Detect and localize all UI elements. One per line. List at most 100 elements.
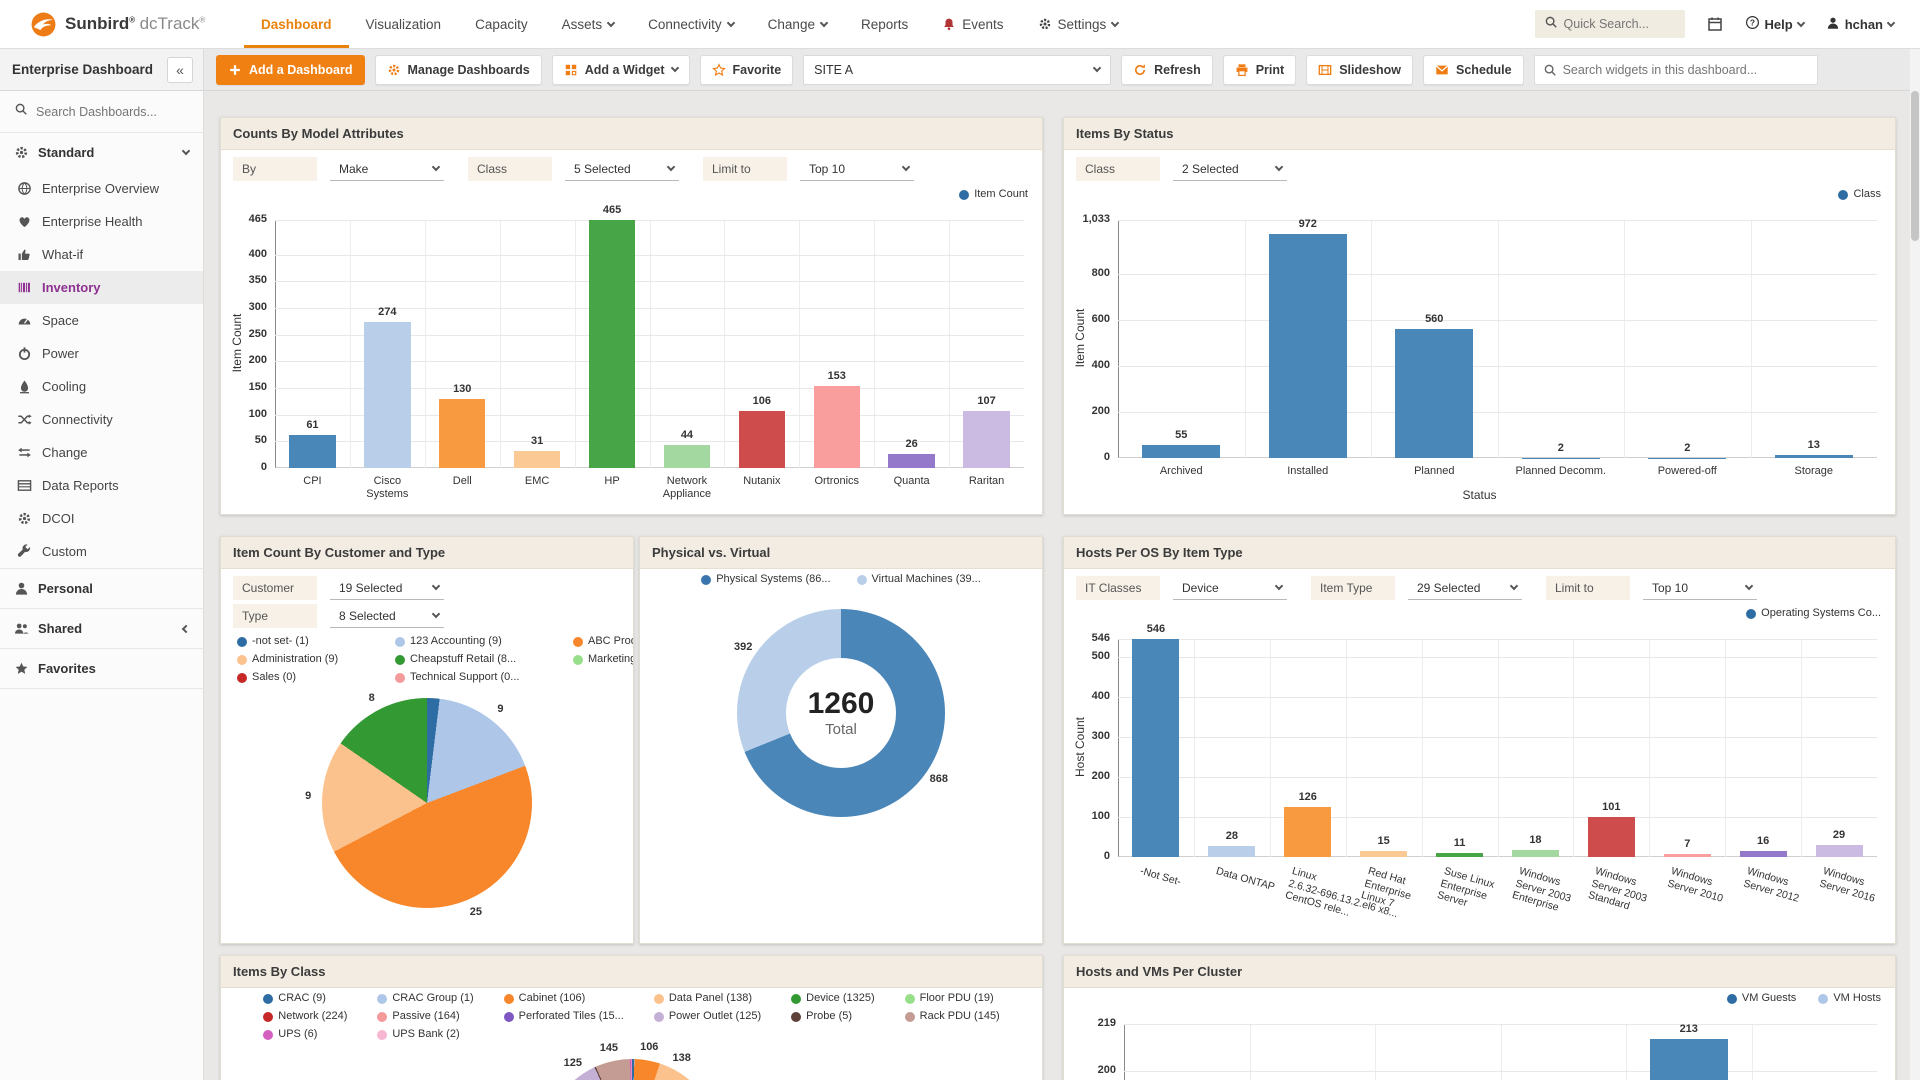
nav-item-capacity[interactable]: Capacity [458, 0, 545, 48]
toolbar-button-favorite[interactable]: Favorite [699, 54, 794, 85]
chart-bar-data-ontap[interactable] [1208, 845, 1256, 857]
sidebar-search[interactable] [0, 91, 203, 133]
sidebar-item-data-reports[interactable]: Data Reports [0, 469, 203, 502]
legend-item[interactable]: Network (224) [263, 1009, 347, 1024]
legend-item[interactable]: Rack PDU (145) [904, 1009, 1000, 1024]
legend-item[interactable]: CRAC (9) [263, 991, 347, 1006]
legend-item[interactable]: VM Hosts [1818, 991, 1881, 1006]
nav-item-change[interactable]: Change [751, 0, 844, 48]
widget-header[interactable]: Items By Class [221, 956, 1042, 988]
widget-header[interactable]: Physical vs. Virtual [640, 537, 1042, 569]
sidebar-item-enterprise-health[interactable]: Enterprise Health [0, 205, 203, 238]
widget-search-input[interactable] [1562, 62, 1803, 77]
chart-bar-installed[interactable] [1268, 234, 1347, 458]
legend-item[interactable]: ABC Production (25) [573, 634, 633, 649]
legend-item[interactable]: Operating Systems Co... [1746, 606, 1881, 621]
legend-item[interactable]: Marketing (0) [573, 652, 633, 667]
chart-bar-archived[interactable] [1142, 445, 1221, 458]
legend-item[interactable]: CRAC Group (1) [377, 991, 474, 1006]
legend-item[interactable]: UPS Bank (2) [377, 1027, 473, 1042]
chart-bar-cpi[interactable] [289, 435, 336, 468]
brand-logo[interactable]: Sunbird® dcTrack® [0, 11, 230, 38]
nav-item-settings[interactable]: Settings [1021, 0, 1136, 48]
toolbar-action-refresh[interactable]: Refresh [1121, 54, 1213, 85]
chart-bar-nutanix[interactable] [738, 411, 786, 468]
toolbar-action-slideshow[interactable]: Slideshow [1306, 54, 1414, 85]
legend-item[interactable]: Virtual Machines (39... [856, 572, 981, 587]
widget-search[interactable] [1533, 54, 1818, 85]
pie-chart[interactable] [322, 698, 532, 908]
sidebar-group-header-personal[interactable]: Personal [0, 569, 203, 608]
sidebar-item-dcoi[interactable]: DCOI [0, 502, 203, 535]
sidebar-item-connectivity[interactable]: Connectivity [0, 403, 203, 436]
legend-item[interactable]: Administration (9) [237, 652, 395, 667]
legend-item[interactable]: -not set- (1) [237, 634, 395, 649]
sidebar-item-power[interactable]: Power [0, 337, 203, 370]
chart-bar-storage[interactable] [1774, 455, 1853, 458]
chart-bar-suse-linux[interactable] [1436, 852, 1484, 857]
legend-item[interactable]: Floor PDU (19) [904, 991, 1000, 1006]
chart-bar-ortronics[interactable] [813, 386, 860, 468]
chart-bar-emc[interactable] [513, 451, 561, 468]
chart-bar-windows[interactable] [1815, 845, 1863, 857]
sidebar-group-header-favorites[interactable]: Favorites [0, 649, 203, 688]
sidebar-group-header-shared[interactable]: Shared [0, 609, 203, 648]
filter-select[interactable]: Make [330, 158, 444, 181]
nav-item-dashboard[interactable]: Dashboard [244, 0, 349, 48]
sidebar-item-space[interactable]: Space [0, 304, 203, 337]
sidebar-group-header-standard[interactable]: Standard [0, 133, 203, 172]
legend-item[interactable]: Cheapstuff Retail (8... [395, 652, 573, 667]
sidebar-collapse-button[interactable]: « [167, 56, 193, 83]
toolbar-button-manage-dashboards[interactable]: Manage Dashboards [374, 54, 542, 85]
filter-select[interactable]: Device [1173, 577, 1287, 600]
user-menu-button[interactable]: hchan [1826, 16, 1896, 33]
site-select[interactable]: SITE A [803, 54, 1112, 85]
nav-item-connectivity[interactable]: Connectivity [631, 0, 751, 48]
filter-select[interactable]: Top 10 [800, 158, 914, 181]
chart-bar-red-hat[interactable] [1360, 851, 1408, 857]
nav-item-assets[interactable]: Assets [545, 0, 632, 48]
toolbar-action-schedule[interactable]: Schedule [1423, 54, 1524, 85]
legend-item[interactable]: VM Guests [1726, 991, 1796, 1006]
filter-select[interactable]: Top 10 [1643, 577, 1757, 600]
chart-bar-windows[interactable] [1739, 850, 1787, 857]
chart-bar-windows[interactable] [1587, 816, 1635, 857]
legend-item[interactable]: Cabinet (106) [503, 991, 624, 1006]
legend-item[interactable]: Perforated Tiles (15... [503, 1009, 624, 1024]
legend-item[interactable]: 123 Accounting (9) [395, 634, 573, 649]
chart-bar-cluster[interactable] [1649, 1038, 1728, 1080]
nav-item-reports[interactable]: Reports [844, 0, 925, 48]
filter-select[interactable]: 5 Selected [565, 158, 679, 181]
legend-item[interactable]: Technical Support (0... [395, 670, 573, 685]
widget-header[interactable]: Items By Status [1064, 118, 1895, 150]
legend-item[interactable]: Device (1325) [791, 991, 875, 1006]
sidebar-item-what-if[interactable]: What-if [0, 238, 203, 271]
chart-bar-hp[interactable] [588, 220, 636, 468]
toolbar-button-add-a-dashboard[interactable]: Add a Dashboard [216, 54, 365, 85]
filter-select[interactable]: 29 Selected [1408, 577, 1522, 600]
quick-search[interactable] [1534, 10, 1685, 38]
chart-bar-dell[interactable] [439, 398, 486, 468]
chart-bar-planned[interactable] [1395, 328, 1474, 458]
chart-bar-cisco[interactable] [364, 321, 411, 468]
widget-header[interactable]: Hosts and VMs Per Cluster [1064, 956, 1895, 988]
calendar-button[interactable] [1707, 16, 1723, 32]
chart-bar-windows[interactable] [1663, 854, 1711, 857]
sidebar-item-cooling[interactable]: Cooling [0, 370, 203, 403]
filter-select[interactable]: 19 Selected [330, 577, 444, 600]
toolbar-button-add-a-widget[interactable]: Add a Widget [551, 54, 690, 85]
toolbar-action-print[interactable]: Print [1222, 54, 1297, 85]
filter-select[interactable]: 8 Selected [330, 605, 444, 628]
legend-item[interactable]: UPS (6) [263, 1027, 347, 1042]
chart-bar-windows[interactable] [1511, 849, 1559, 857]
legend-item[interactable]: Sales (0) [237, 670, 395, 685]
quick-search-input[interactable] [1563, 17, 1674, 31]
scrollbar-thumb[interactable] [1911, 91, 1919, 241]
help-button[interactable]: ? Help [1745, 15, 1805, 33]
legend-item[interactable]: Power Outlet (125) [653, 1009, 761, 1024]
sidebar-search-input[interactable] [36, 104, 186, 119]
chart-bar-raritan[interactable] [963, 410, 1010, 468]
chart-bar--not-set-[interactable] [1132, 639, 1180, 857]
nav-item-visualization[interactable]: Visualization [349, 0, 459, 48]
widget-header[interactable]: Item Count By Customer and Type [221, 537, 633, 569]
